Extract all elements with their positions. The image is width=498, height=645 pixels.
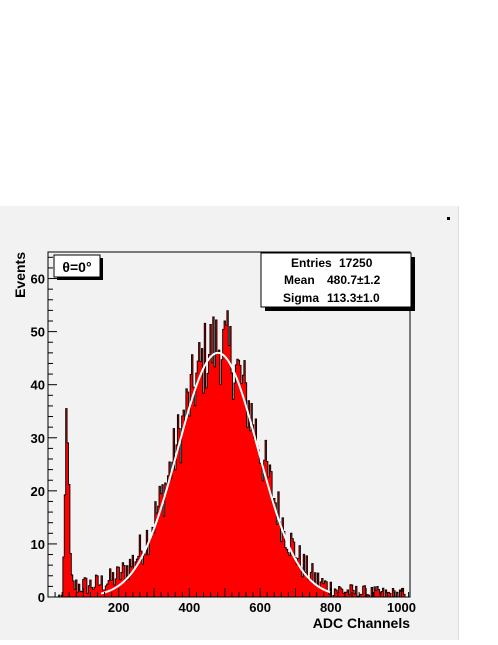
- x-tick-label: 400: [179, 600, 201, 615]
- x-tick-label: 200: [108, 600, 130, 615]
- corner-dot: [447, 217, 450, 220]
- y-tick-label: 60: [31, 272, 45, 287]
- y-tick-label: 40: [31, 378, 45, 393]
- y-tick-label: 10: [31, 537, 45, 552]
- histogram-bars: [58, 310, 406, 598]
- x-tick-label: 1000: [387, 600, 416, 615]
- histogram-layer: [58, 310, 406, 598]
- x-tick-label: 600: [249, 600, 271, 615]
- stats-mean-value: 480.7±1.2: [327, 273, 381, 287]
- angle-annotation: θ=0°: [53, 254, 103, 280]
- stats-entries-value: 17250: [339, 256, 373, 270]
- axes-layer: 200 400 600 800 1000 0 10 20 30 40 50 60: [31, 252, 416, 615]
- stats-entries-label: Entries: [291, 256, 332, 270]
- angle-annotation-text: θ=0°: [62, 259, 91, 275]
- stats-box: Entries 17250 Mean 480.7±1.2 Sigma 113.3…: [260, 252, 415, 311]
- y-tick-label: 0: [38, 590, 45, 605]
- fit-layer: [100, 351, 331, 595]
- stats-sigma-value: 113.3±1.0: [327, 291, 380, 305]
- y-tick-label: 30: [31, 431, 45, 446]
- y-tick-label: 50: [31, 325, 45, 340]
- stats-mean-label: Mean: [284, 273, 315, 287]
- x-tick-label: 800: [320, 600, 342, 615]
- y-tick-label: 20: [31, 484, 45, 499]
- fit-curve: [100, 351, 331, 595]
- y-axis-label: Events: [12, 252, 28, 298]
- x-axis-label: ADC Channels: [313, 615, 410, 631]
- stats-sigma-label: Sigma: [283, 291, 319, 305]
